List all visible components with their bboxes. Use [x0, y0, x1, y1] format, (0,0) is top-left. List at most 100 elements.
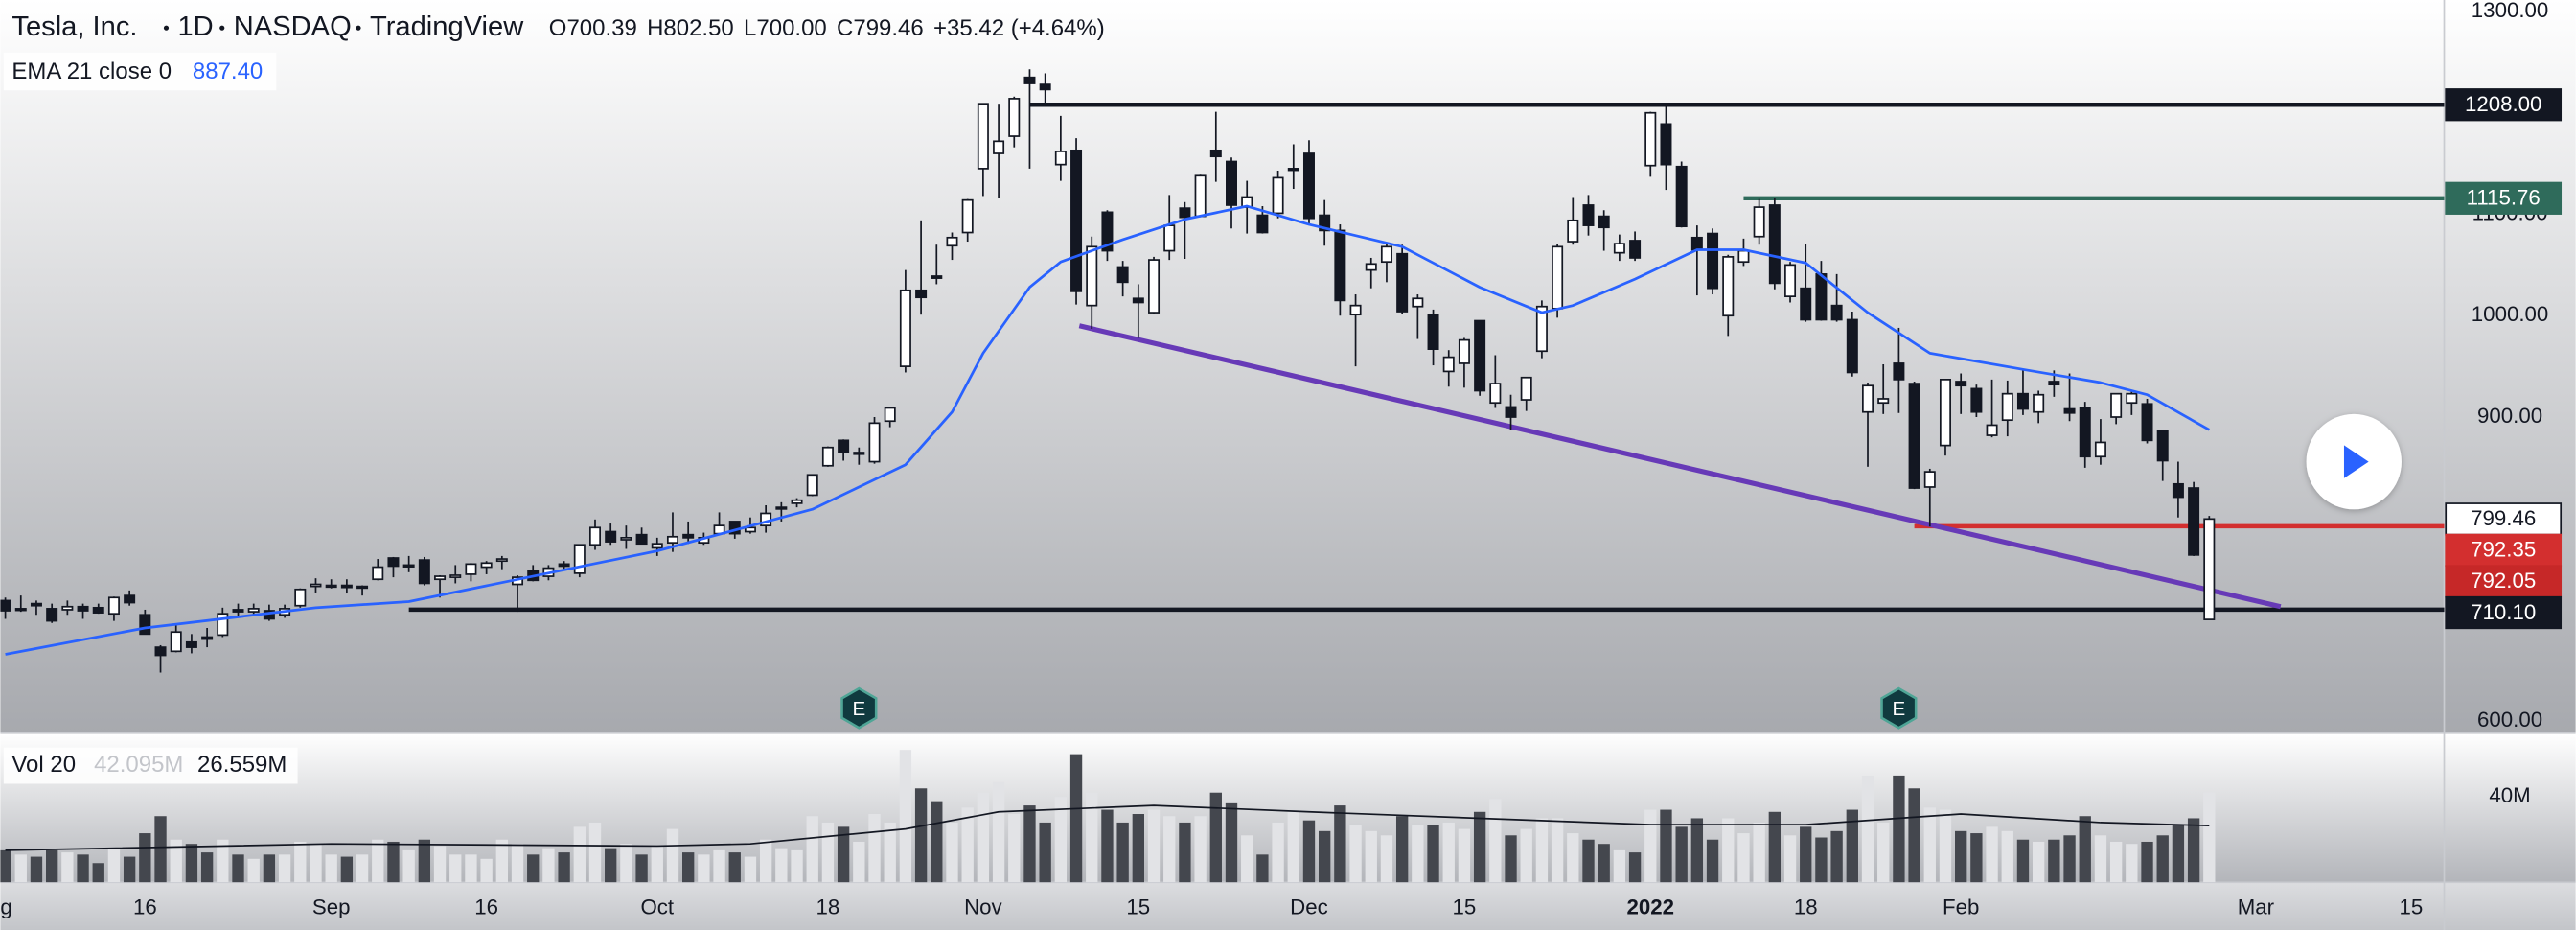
candle-body [1101, 211, 1114, 252]
candle-body [1862, 384, 1874, 413]
candle-body [993, 140, 1005, 154]
x-tick-label: 18 [1794, 895, 1818, 919]
volume-bar [1395, 816, 1409, 883]
candle-body [1660, 123, 1672, 166]
candle-body [1939, 379, 1951, 447]
candle-body [434, 575, 447, 581]
ohlc-key: L [744, 15, 756, 41]
volume-bar [1753, 822, 1765, 883]
volume-bar [1675, 826, 1688, 883]
volume-bar [294, 841, 307, 883]
volume-legend-ma: 26.559M [197, 752, 287, 778]
candle-body [1442, 356, 1455, 373]
volume-bar [1412, 825, 1424, 883]
volume-bar [1660, 809, 1672, 883]
candle-body [1552, 245, 1564, 310]
x-tick-label: 2022 [1627, 895, 1675, 919]
trendline [1078, 323, 2282, 610]
candle-body [340, 584, 353, 589]
volume-bar [1861, 775, 1874, 883]
volume-bar [14, 854, 27, 883]
play-icon[interactable] [2343, 445, 2369, 478]
volume-bar [2048, 839, 2060, 883]
volume-bar [1458, 828, 1471, 883]
volume-bar [247, 858, 260, 883]
candle-body [217, 613, 229, 637]
y-tick-label: 1300.00 [2472, 0, 2549, 22]
x-tick-label: Mar [2238, 895, 2275, 919]
candle-body [124, 594, 136, 604]
volume-bar [1256, 854, 1269, 883]
volume-bar [635, 854, 648, 883]
candle-body [2001, 392, 2013, 422]
volume-bar [77, 854, 89, 883]
volume-bar [1302, 820, 1316, 883]
volume-bar [821, 822, 835, 883]
candle-body [2048, 381, 2060, 386]
candle-body [46, 608, 58, 622]
x-tick-label: 15 [1453, 895, 1477, 919]
volume-bar [1644, 809, 1657, 883]
candle-body [2079, 407, 2091, 458]
play-button[interactable] [2306, 413, 2402, 510]
volume-bar [1163, 816, 1176, 883]
x-tick-label: Feb [1943, 895, 1979, 919]
candle-body [170, 631, 182, 653]
volume-bar [1582, 839, 1595, 883]
y-tick-label: 1000.00 [2472, 302, 2549, 326]
volume-bar [1628, 852, 1642, 883]
candle-body [1690, 236, 1703, 251]
volume-bar [2203, 792, 2216, 883]
candle-body [2063, 407, 2076, 414]
candle-body [1535, 305, 1548, 353]
candle-body [2033, 393, 2045, 413]
candle-body [588, 526, 601, 546]
volume-bar [325, 854, 337, 883]
candle-body [884, 407, 896, 423]
volume-bar [2141, 841, 2153, 883]
volume-bar [1179, 822, 1191, 883]
candle-body [1986, 424, 1998, 436]
price-label: 1115.76 [2467, 186, 2541, 210]
ohlc-value: 700.39 [566, 15, 636, 41]
candle-body [806, 474, 818, 497]
volume-bar [1722, 818, 1735, 883]
volume-bar [1349, 825, 1362, 883]
candle-body [573, 544, 586, 574]
x-tick-label: Nov [964, 895, 1002, 919]
event-marker [840, 686, 878, 730]
ohlc-key: C [837, 15, 853, 41]
ohlc-header: O700.39 H802.50 L700.00 C799.46 +35.42 (+4.6… [549, 15, 1105, 41]
volume-bar [977, 792, 990, 883]
volume-bar [744, 856, 757, 883]
candle-body [1489, 383, 1502, 405]
volume-bar [30, 856, 43, 883]
candle-body [1800, 287, 1812, 321]
volume-bar [2001, 830, 2013, 883]
candle-body [1302, 152, 1315, 220]
ema-line [5, 204, 2210, 656]
candle-body [1846, 318, 1858, 374]
volume-bar [713, 849, 725, 883]
volume-legend-name: Vol 20 [12, 752, 76, 778]
volume-bar [1613, 849, 1626, 883]
volume-bar [1039, 822, 1051, 883]
interval: 1D [177, 12, 213, 42]
volume-bar [527, 854, 540, 883]
candle-body [418, 559, 430, 585]
volume-bar [1287, 811, 1300, 883]
candle-body [1116, 266, 1129, 284]
volume-bar [837, 826, 850, 883]
volume-bar [775, 848, 788, 883]
volume-bar [1319, 830, 1331, 883]
price-label: 1208.00 [2465, 92, 2542, 116]
volume-bar [542, 848, 555, 883]
candle-body [1365, 263, 1377, 271]
price-label: 792.35 [2471, 538, 2536, 562]
volume-bar [1768, 811, 1782, 883]
volume-bar [372, 839, 384, 883]
volume-bar [868, 814, 881, 883]
volume-bar [1442, 822, 1455, 883]
volume-bar [139, 833, 151, 883]
